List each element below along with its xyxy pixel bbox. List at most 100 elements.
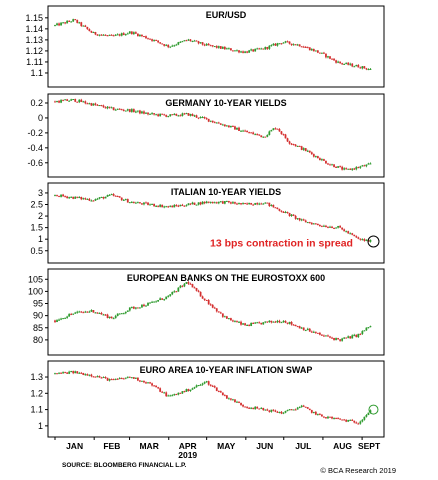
candle-body: [189, 39, 192, 42]
candle-body: [203, 44, 206, 46]
candle-body: [276, 128, 279, 130]
candle-body: [86, 374, 89, 376]
candle-body: [225, 395, 228, 399]
candle-body: [193, 115, 196, 117]
candle-body: [134, 307, 137, 309]
candle-body: [145, 305, 147, 307]
candle-body: [181, 391, 184, 394]
candle-body: [209, 120, 212, 122]
candle-body: [100, 34, 103, 36]
candle-body: [225, 125, 228, 127]
candle-body: [335, 338, 337, 340]
candle-body: [327, 163, 329, 165]
candle-body: [149, 204, 151, 206]
candle-body: [54, 25, 56, 27]
candle-body: [165, 392, 168, 397]
y-tick-label: 1.3: [30, 372, 43, 382]
candle-body: [272, 43, 275, 46]
candle-body: [254, 406, 257, 409]
candle-body: [114, 109, 117, 111]
candle-body: [153, 203, 155, 207]
candle-body: [331, 417, 333, 419]
copyright-note: © BCA Research 2019: [320, 466, 396, 475]
candle-body: [60, 22, 62, 26]
candle-body: [157, 205, 160, 207]
candle-body: [134, 111, 137, 113]
candle-body: [270, 130, 273, 132]
candle-body: [78, 99, 81, 103]
candle-body: [254, 322, 257, 324]
candle-body: [280, 210, 283, 212]
candle-body: [318, 225, 321, 227]
candle-body: [108, 34, 111, 36]
candle-body: [262, 48, 265, 50]
candle-body: [323, 416, 325, 418]
candle-body: [286, 41, 289, 43]
candle-body: [329, 226, 331, 228]
candle-body: [339, 418, 342, 420]
candle-body: [128, 202, 131, 204]
candle-body: [126, 199, 129, 203]
candle-body: [58, 195, 60, 197]
candle-body: [310, 331, 313, 333]
candle-body: [310, 152, 313, 155]
candle-body: [90, 310, 93, 312]
candle-body: [149, 382, 151, 384]
candle-body: [306, 150, 309, 152]
candle-body: [62, 194, 64, 197]
candle-body: [282, 320, 285, 323]
candle-body: [325, 417, 327, 419]
candle-body: [250, 407, 253, 409]
candle-body: [98, 197, 101, 199]
candle-body: [80, 196, 83, 200]
candle-body: [92, 310, 95, 313]
candle-body: [260, 48, 263, 50]
candle-body: [167, 44, 170, 48]
candle-body: [288, 212, 291, 216]
candle-body: [308, 328, 311, 332]
candle-body: [179, 392, 182, 394]
candle-body: [195, 385, 198, 388]
candle-body: [367, 412, 370, 416]
candle-body: [252, 407, 255, 409]
candle-body: [157, 300, 160, 302]
candle-body: [179, 204, 182, 207]
candle-body: [310, 49, 313, 51]
candle-body: [256, 322, 259, 324]
candle-body: [201, 42, 204, 45]
candle-body: [98, 312, 101, 314]
candle-body: [114, 34, 117, 36]
candle-body: [252, 132, 255, 135]
candle-body: [232, 320, 234, 322]
candle-body: [294, 215, 297, 219]
candle-body: [124, 377, 127, 379]
candle-body: [365, 415, 368, 417]
candle-body: [195, 288, 198, 291]
candle-body: [258, 322, 261, 324]
candle-body: [110, 194, 113, 196]
candle-body: [359, 67, 362, 69]
candle-body: [270, 320, 273, 323]
candle-body: [96, 104, 99, 106]
candle-body: [76, 196, 79, 198]
candle-body: [134, 377, 137, 379]
candle-body: [264, 136, 267, 138]
candle-body: [300, 146, 303, 150]
candle-body: [66, 316, 69, 318]
y-tick-label: 3: [38, 188, 43, 198]
candle-body: [274, 43, 277, 46]
candle-body: [300, 405, 303, 408]
candle-body: [369, 68, 372, 70]
candle-body: [213, 122, 216, 124]
candle-body: [120, 378, 123, 380]
candle-body: [264, 321, 267, 323]
candle-body: [339, 166, 342, 168]
candle-body: [345, 62, 348, 64]
candle-body: [161, 391, 164, 393]
candle-body: [159, 113, 162, 116]
candle-body: [266, 47, 269, 49]
candle-body: [189, 283, 192, 285]
candle-body: [211, 304, 214, 308]
candle-body: [153, 39, 155, 41]
candle-body: [221, 124, 224, 126]
